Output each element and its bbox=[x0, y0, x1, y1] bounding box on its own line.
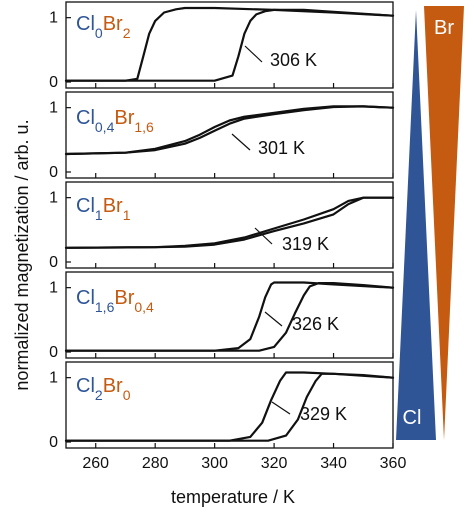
y-tick-label: 1 bbox=[49, 10, 58, 27]
x-tick-label: 300 bbox=[201, 455, 228, 472]
cl-wedge bbox=[396, 10, 436, 440]
formula-part: Cl bbox=[76, 287, 95, 309]
annotation-leader bbox=[244, 45, 263, 63]
y-tick-label: 1 bbox=[49, 370, 58, 387]
y-tick-label: 1 bbox=[49, 190, 58, 207]
formula-part: Br bbox=[103, 195, 123, 217]
transition-annotation: 326 K bbox=[292, 314, 339, 334]
composition-label: Cl2Br0 bbox=[76, 375, 131, 403]
formula-part: 2 bbox=[123, 25, 131, 41]
panel-frame bbox=[65, 1, 394, 89]
composition-label: Cl0Br2 bbox=[76, 13, 131, 41]
annotation-leader bbox=[264, 311, 283, 327]
formula-part: 1 bbox=[95, 207, 103, 223]
cooling-curve bbox=[64, 371, 395, 442]
heating-curve bbox=[64, 8, 395, 82]
y-tick-label: 0 bbox=[49, 74, 58, 91]
annotation-leader bbox=[271, 401, 291, 415]
x-tick-label: 280 bbox=[142, 455, 169, 472]
panel-2: 0 1 Cl0,4Br1,6 301 K bbox=[49, 91, 395, 181]
composition-label: Cl0,4Br1,6 bbox=[76, 107, 154, 135]
x-axis: 260 280 300 320 340 360 bbox=[82, 455, 406, 472]
transition-annotation: 329 K bbox=[300, 404, 347, 424]
heating-curve bbox=[64, 372, 395, 442]
x-tick-label: 360 bbox=[380, 455, 407, 472]
formula-part: Br bbox=[114, 107, 134, 129]
formula-part: Cl bbox=[76, 107, 95, 129]
formula-part: 1,6 bbox=[95, 299, 115, 315]
br-wedge bbox=[424, 6, 464, 440]
formula-part: 0 bbox=[95, 25, 103, 41]
y-tick-label: 0 bbox=[49, 344, 58, 361]
formula-part: Cl bbox=[76, 375, 95, 397]
formula-part: 1 bbox=[123, 207, 131, 223]
x-tick-label: 260 bbox=[82, 455, 109, 472]
formula-part: Br bbox=[103, 13, 123, 35]
formula-part: Cl bbox=[76, 195, 95, 217]
formula-part: 2 bbox=[95, 387, 103, 403]
panel-frame bbox=[65, 361, 394, 449]
y-tick-label: 0 bbox=[49, 254, 58, 271]
heating-curve bbox=[64, 282, 395, 352]
cooling-curve bbox=[64, 281, 395, 352]
y-axis-title: normalized magnetization / arb. u. bbox=[12, 119, 32, 390]
composition-label: Cl1Br1 bbox=[76, 195, 131, 223]
panel-4: 0 1 Cl1,6Br0,4 326 K bbox=[49, 271, 395, 361]
panel-frame bbox=[65, 271, 394, 359]
y-tick-label: 0 bbox=[49, 434, 58, 451]
formula-part: 0 bbox=[123, 387, 131, 403]
x-tick-label: 340 bbox=[320, 455, 347, 472]
composition-bar: Br Cl bbox=[396, 6, 464, 440]
transition-annotation: 319 K bbox=[282, 234, 329, 254]
y-tick-label: 1 bbox=[49, 280, 58, 297]
heating-curve bbox=[64, 196, 395, 249]
br-label: Br bbox=[434, 17, 454, 39]
formula-part: 0,4 bbox=[95, 119, 115, 135]
composition-label: Cl1,6Br0,4 bbox=[76, 287, 154, 315]
panel-frame bbox=[65, 91, 394, 179]
formula-part: 0,4 bbox=[134, 299, 154, 315]
cl-label: Cl bbox=[403, 407, 422, 429]
heating-curve bbox=[64, 105, 395, 156]
transition-annotation: 301 K bbox=[258, 138, 305, 158]
y-tick-label: 0 bbox=[49, 164, 58, 181]
panel-frame bbox=[65, 181, 394, 269]
x-axis-title: temperature / K bbox=[171, 487, 295, 507]
annotation-leader bbox=[254, 227, 273, 245]
transition-annotation: 306 K bbox=[270, 50, 317, 70]
formula-part: Cl bbox=[76, 13, 95, 35]
formula-part: Br bbox=[103, 375, 123, 397]
y-tick-label: 1 bbox=[49, 100, 58, 117]
x-tick-label: 320 bbox=[261, 455, 288, 472]
formula-part: Br bbox=[114, 287, 134, 309]
formula-part: 1,6 bbox=[134, 119, 154, 135]
annotation-leader bbox=[231, 133, 251, 151]
